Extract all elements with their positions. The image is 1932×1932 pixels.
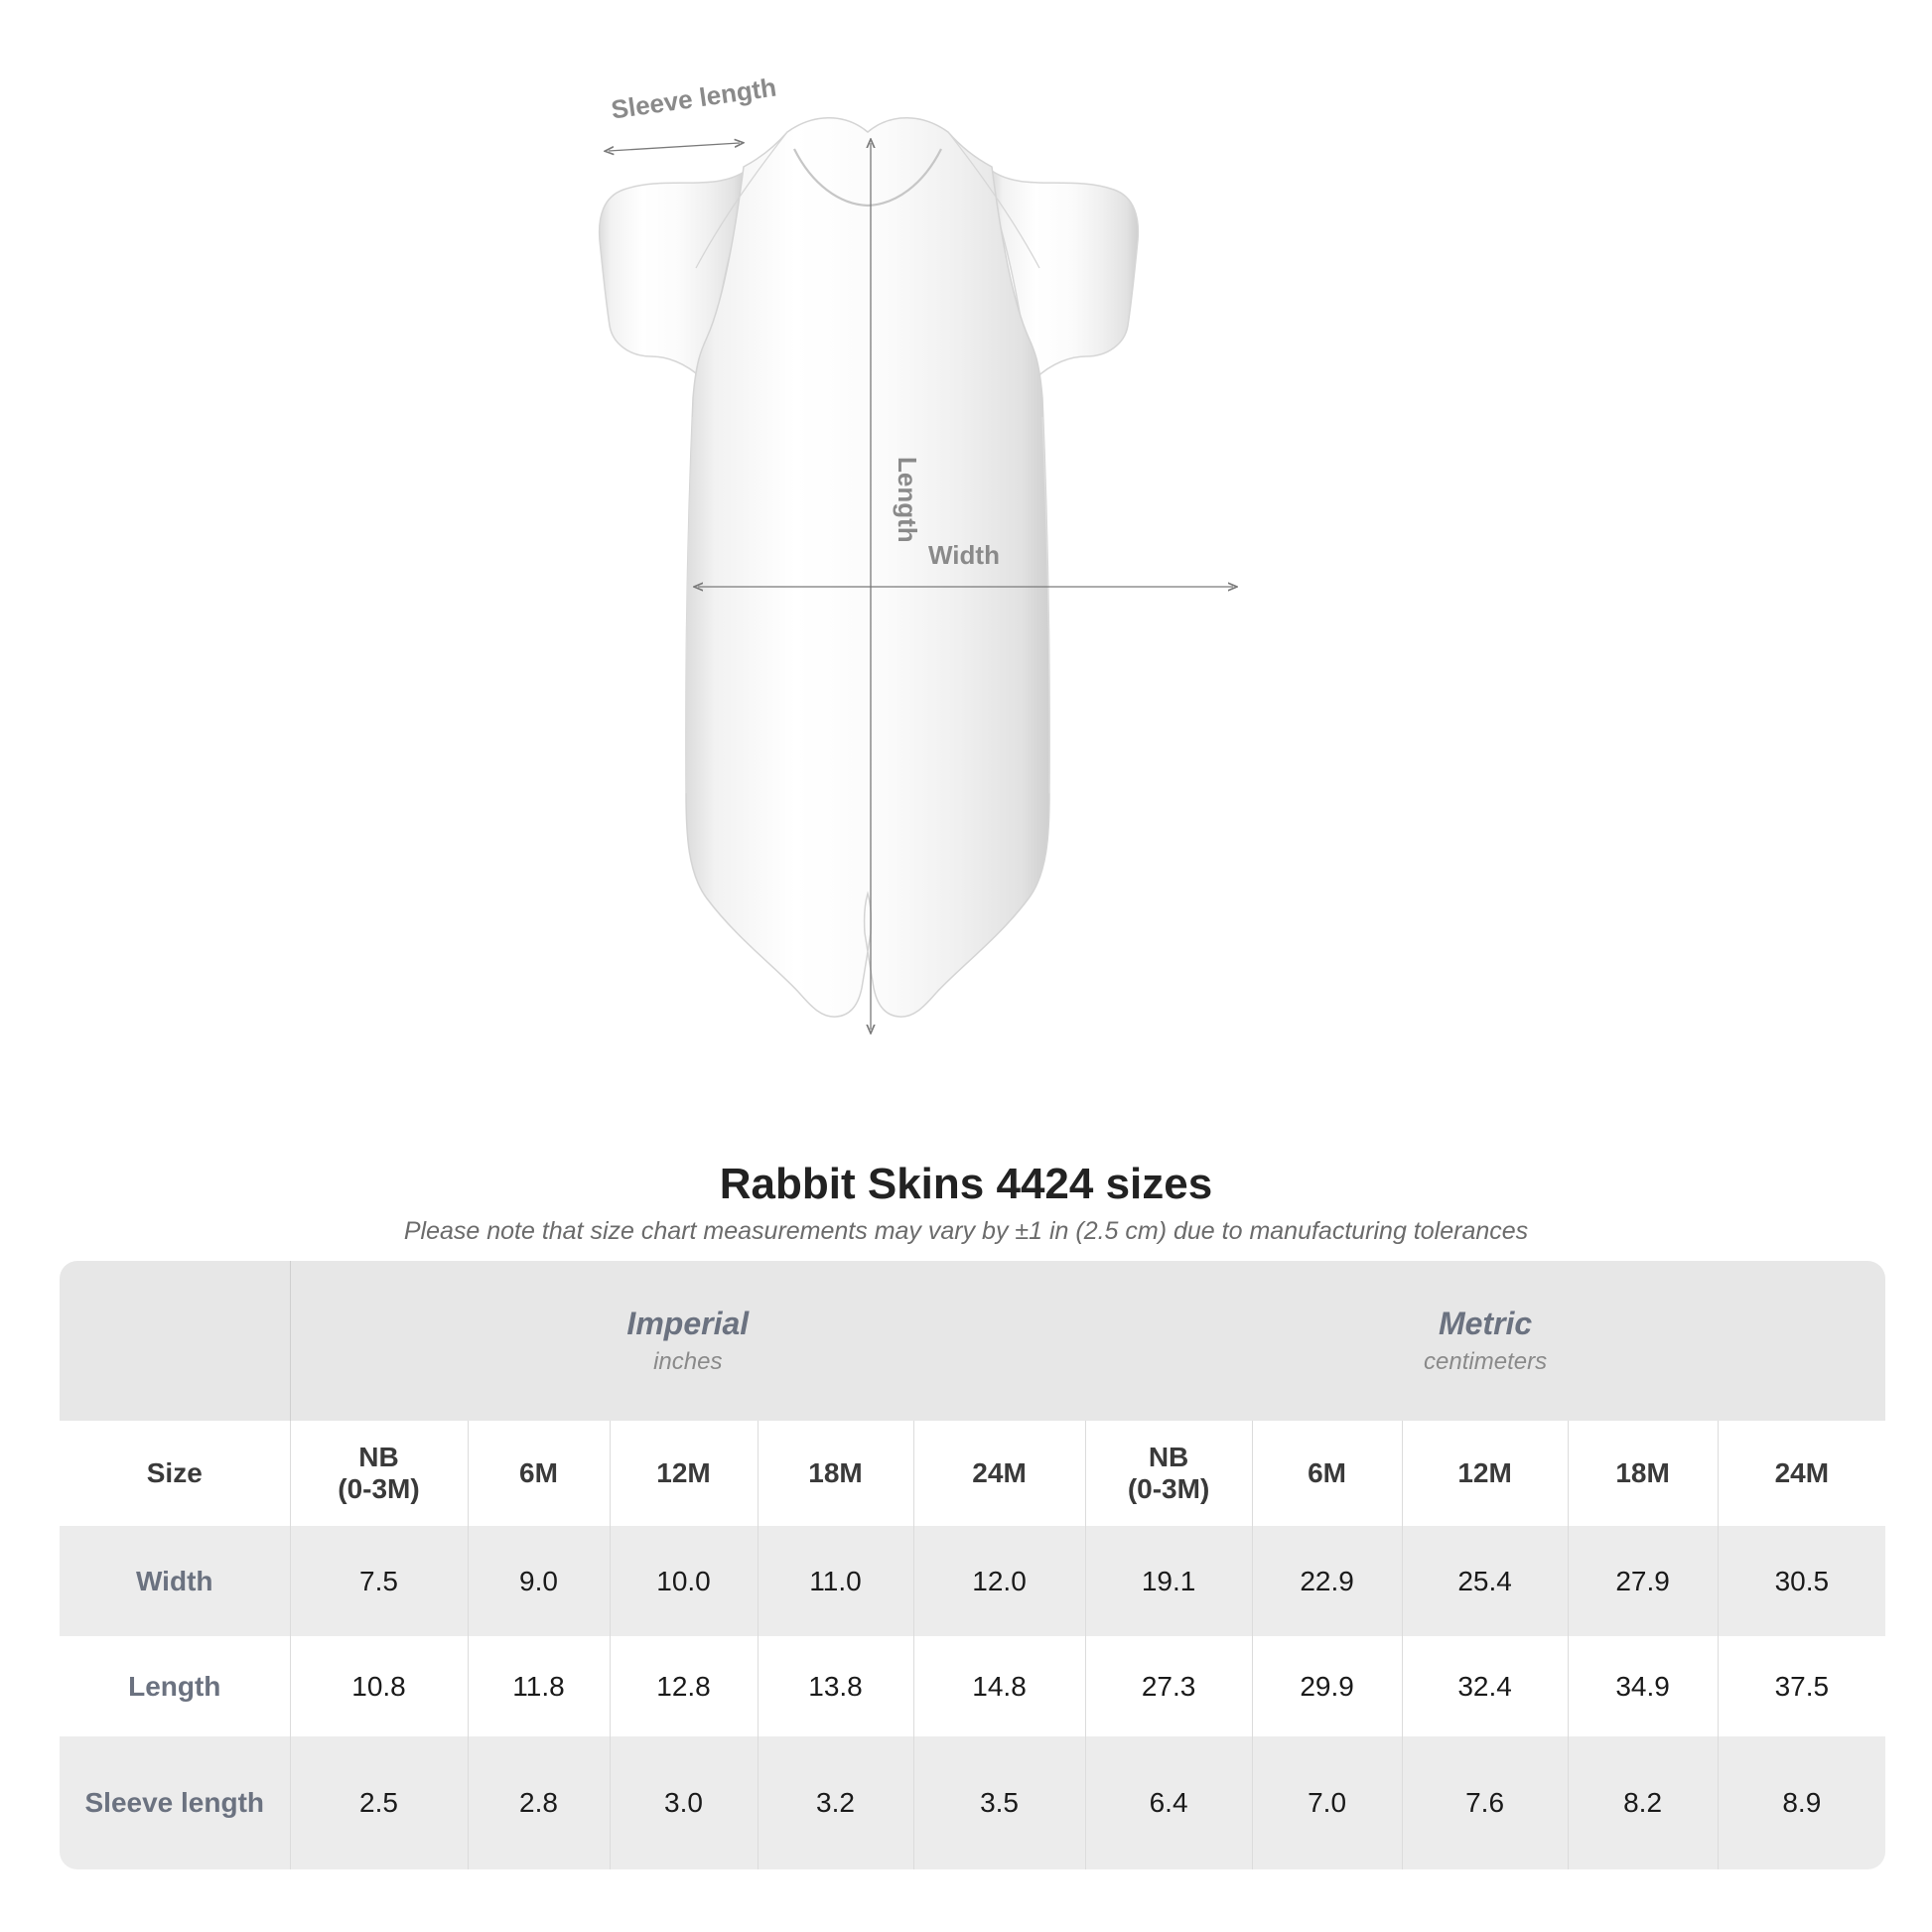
svg-text:Sleeve length: Sleeve length — [610, 72, 778, 125]
svg-text:Width: Width — [928, 540, 1000, 570]
svg-text:Length: Length — [893, 457, 922, 543]
